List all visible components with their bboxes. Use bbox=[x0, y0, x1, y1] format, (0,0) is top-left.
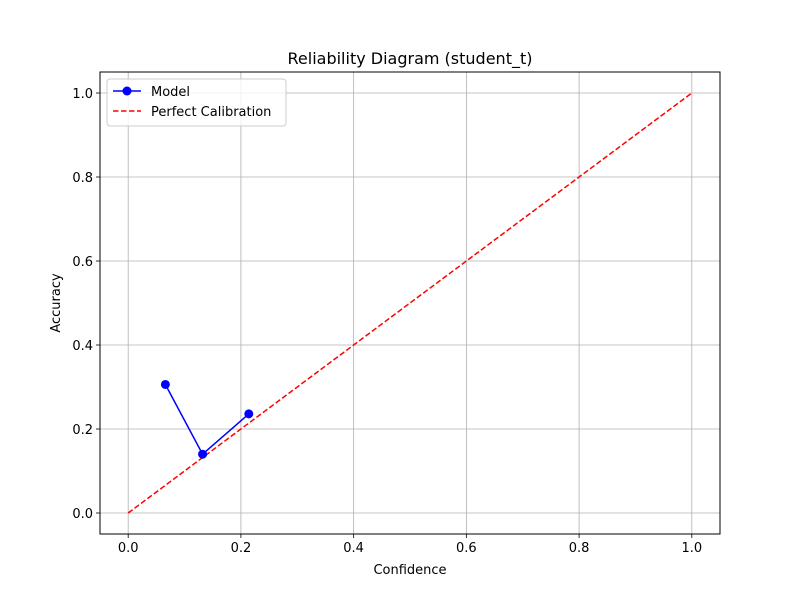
model-point bbox=[198, 449, 208, 459]
plot-frame bbox=[99, 71, 721, 535]
y-tick-label: 0.4 bbox=[72, 339, 93, 354]
y-axis-label: Accuracy bbox=[49, 273, 64, 333]
y-tick-label: 1.0 bbox=[72, 87, 93, 102]
chart-title: Reliability Diagram (student_t) bbox=[288, 49, 533, 69]
perfect-calibration-line bbox=[127, 92, 693, 514]
x-tick-label: 1.0 bbox=[681, 541, 702, 556]
x-tick-label: 0.2 bbox=[231, 541, 252, 556]
y-tick-label: 0.6 bbox=[72, 255, 93, 270]
x-tick-label: 0.4 bbox=[343, 541, 364, 556]
ticks: 0.0 0.2 0.4 0.6 0.8 1.0 0.0 0.2 0.4 0.6 0.8 1.0 bbox=[72, 87, 702, 556]
x-tick-label: 0.8 bbox=[569, 541, 590, 556]
y-tick-label: 0.2 bbox=[72, 423, 93, 438]
legend-box bbox=[106, 78, 287, 127]
legend-perfect-label: Perfect Calibration bbox=[151, 105, 271, 120]
model-point bbox=[244, 409, 254, 419]
legend-model-marker bbox=[122, 86, 132, 96]
legend: Model Perfect Calibration bbox=[106, 78, 287, 127]
series-layer bbox=[127, 92, 693, 514]
x-axis-label: Confidence bbox=[373, 563, 446, 578]
y-tick-label: 0.0 bbox=[72, 507, 93, 522]
y-tick-label: 0.8 bbox=[72, 171, 93, 186]
legend-model-label: Model bbox=[151, 85, 190, 100]
model-point bbox=[160, 379, 170, 389]
grid bbox=[100, 72, 720, 534]
x-tick-label: 0.0 bbox=[118, 541, 139, 556]
x-tick-label: 0.6 bbox=[456, 541, 477, 556]
